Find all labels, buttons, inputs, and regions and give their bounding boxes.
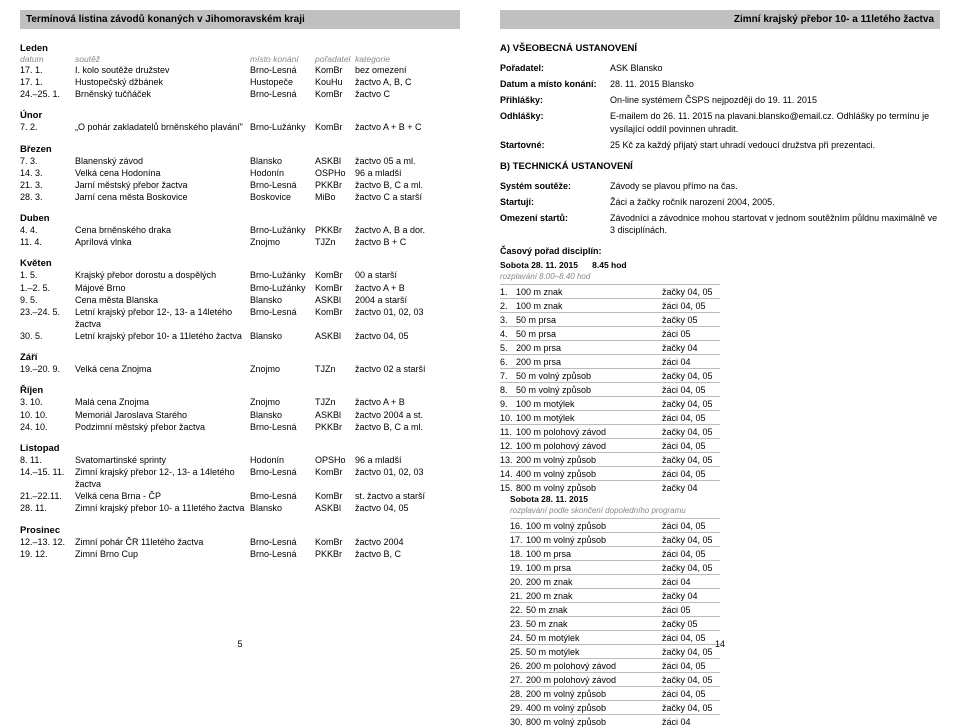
right-title: Zimní krajský přebor 10- a 11letého žact…	[500, 10, 940, 29]
column-headers: datumsoutěžmísto konánípořadatelkategori…	[20, 54, 460, 64]
discipline-row: 6.200 m prsažáci 04	[500, 354, 720, 368]
info-row: Startují:Žáci a žačky ročník narození 20…	[500, 196, 940, 208]
events-listing: Ledendatumsoutěžmísto konánípořadatelkat…	[20, 43, 460, 560]
discipline-row: 17.100 m volný způsobžačky 04, 05	[510, 532, 720, 546]
info-row: Odhlášky:E-mailem do 26. 11. 2015 na pla…	[500, 110, 940, 134]
event-row: 11. 4.Aprílová vlnkaZnojmoTJZnžactvo B +…	[20, 236, 460, 248]
discipline-row: 30.800 m volný způsobžáci 04	[510, 714, 720, 728]
event-row: 30. 5.Letní krajský přebor 10- a 11letéh…	[20, 330, 460, 342]
event-row: 14. 3.Velká cena HodonínaHodonínOSPHo96 …	[20, 167, 460, 179]
discipline-row: 23.50 m znakžačky 05	[510, 616, 720, 630]
section-a-title: A) VŠEOBECNÁ USTANOVENÍ	[500, 43, 940, 54]
discipline-row: 19.100 m prsažačky 04, 05	[510, 560, 720, 574]
discipline-row: 22.50 m znakžáci 05	[510, 602, 720, 616]
event-row: 24. 10.Podzimní městský přebor žactvaBrn…	[20, 421, 460, 433]
event-row: 23.–24. 5.Letní krajský přebor 12-, 13- …	[20, 306, 460, 330]
disciplines-left-col: Sobota 28. 11. 2015 8.45 hod rozplavání …	[500, 260, 720, 494]
info-row: Přihlášky:On-line systémem ČSPS nejpozdě…	[500, 94, 940, 106]
left-title: Termínová listina závodů konaných v Jiho…	[20, 10, 460, 29]
month-header: Březen	[20, 144, 460, 155]
month-header: Září	[20, 352, 460, 363]
event-row: 4. 4.Cena brněnského drakaBrno-LužánkyPK…	[20, 224, 460, 236]
discipline-row: 1.100 m znakžačky 04, 05	[500, 284, 720, 298]
discipline-row: 21.200 m znakžačky 04	[510, 588, 720, 602]
page-number-right: 14	[480, 639, 960, 649]
discipline-row: 18.100 m prsažáci 04, 05	[510, 546, 720, 560]
discipline-row: 20.200 m znakžáci 04	[510, 574, 720, 588]
disciplines-right-col: Sobota 28. 11. 2015 rozplavání podle sko…	[500, 494, 720, 728]
info-row: Datum a místo konání:28. 11. 2015 Blansk…	[500, 78, 940, 90]
discipline-row: 3.50 m prsažačky 05	[500, 312, 720, 326]
month-header: Říjen	[20, 385, 460, 396]
disc-left-time: 8.45 hod	[592, 260, 626, 270]
info-row: Pořadatel:ASK Blansko	[500, 62, 940, 74]
discipline-row: 26.200 m polohový závodžáci 04, 05	[510, 658, 720, 672]
disciplines-table: Sobota 28. 11. 2015 8.45 hod rozplavání …	[500, 260, 940, 728]
discipline-row: 27.200 m polohový závodžačky 04, 05	[510, 672, 720, 686]
disc-right-date: Sobota 28. 11. 2015	[510, 494, 588, 504]
month-header: Únor	[20, 110, 460, 121]
discipline-row: 28.200 m volný způsobžáci 04, 05	[510, 686, 720, 700]
technical-info: Systém soutěže:Závody se plavou přímo na…	[500, 180, 940, 237]
discipline-row: 29.400 m volný způsobžačky 04, 05	[510, 700, 720, 714]
event-row: 10. 10.Memoriál Jaroslava StaréhoBlansko…	[20, 409, 460, 421]
discipline-row: 15.800 m volný způsobžačky 04	[500, 480, 720, 494]
disc-left-sub: rozplavání 8.00–8.40 hod	[500, 272, 720, 281]
discipline-row: 10.100 m motýlekžáci 04, 05	[500, 410, 720, 424]
event-row: 17. 1.I. kolo soutěže družstevBrno-Lesná…	[20, 64, 460, 76]
month-header: Květen	[20, 258, 460, 269]
info-row: Omezení startů:Závodníci a závodnice moh…	[500, 212, 940, 236]
event-row: 21.–22.11.Velká cena Brna - ČPBrno-Lesná…	[20, 490, 460, 502]
discipline-row: 8.50 m volný způsobžáci 04, 05	[500, 382, 720, 396]
page-left: Termínová listina závodů konaných v Jiho…	[0, 0, 480, 655]
month-header: Leden	[20, 43, 460, 54]
discipline-row: 16.100 m volný způsobžáci 04, 05	[510, 518, 720, 532]
event-row: 14.–15. 11.Zimní krajský přebor 12-, 13-…	[20, 466, 460, 490]
event-row: 28. 3.Jarní cena města BoskoviceBoskovic…	[20, 191, 460, 203]
month-header: Duben	[20, 213, 460, 224]
event-row: 19.–20. 9.Velká cena ZnojmaZnojmoTJZnžac…	[20, 363, 460, 375]
disc-left-date: Sobota 28. 11. 2015	[500, 260, 578, 270]
disc-right-sub: rozplavání podle skončení dopoledního pr…	[510, 506, 720, 515]
event-row: 24.–25. 1.Brněnský tučňáčekBrno-LesnáKom…	[20, 88, 460, 100]
event-row: 19. 12.Zimní Brno CupBrno-LesnáPKKBržact…	[20, 548, 460, 560]
event-row: 7. 3.Blanenský závodBlanskoASKBlžactvo 0…	[20, 155, 460, 167]
general-info: Pořadatel:ASK Blansko Datum a místo konán…	[500, 62, 940, 151]
discipline-row: 5.200 m prsažačky 04	[500, 340, 720, 354]
disc-right-rows: 16.100 m volný způsobžáci 04, 0517.100 m…	[510, 518, 720, 728]
event-row: 17. 1.Hustopečský džbánekHustopečeKouHuž…	[20, 76, 460, 88]
event-row: 3. 10.Malá cena ZnojmaZnojmoTJZnžactvo A…	[20, 396, 460, 408]
discipline-row: 14.400 m volný způsobžáci 04, 05	[500, 466, 720, 480]
discipline-row: 13.200 m volný způsobžačky 04, 05	[500, 452, 720, 466]
discipline-row: 9.100 m motýlekžačky 04, 05	[500, 396, 720, 410]
page-number-left: 5	[0, 639, 480, 649]
event-row: 7. 2.„O pohár zakladatelů brněnského pla…	[20, 121, 460, 133]
month-header: Prosinec	[20, 525, 460, 536]
discipline-row: 12.100 m polohový závodžáci 04, 05	[500, 438, 720, 452]
discipline-row: 7.50 m volný způsobžačky 04, 05	[500, 368, 720, 382]
month-header: Listopad	[20, 443, 460, 454]
discipline-row: 4.50 m prsažáci 05	[500, 326, 720, 340]
section-b-title: B) TECHNICKÁ USTANOVENÍ	[500, 161, 940, 172]
event-row: 12.–13. 12.Zimní pohár ČR 11letého žactv…	[20, 536, 460, 548]
info-row: Systém soutěže:Závody se plavou přímo na…	[500, 180, 940, 192]
event-row: 8. 11.Svatomartinské sprintyHodonínOPSHo…	[20, 454, 460, 466]
info-row: Startovné:25 Kč za každý přijatý start u…	[500, 139, 940, 151]
page-right: Zimní krajský přebor 10- a 11letého žact…	[480, 0, 960, 655]
event-row: 1.–2. 5.Májové BrnoBrno-LužánkyKomBržact…	[20, 282, 460, 294]
event-row: 1. 5.Krajský přebor dorostu a dospělýchB…	[20, 269, 460, 281]
discipline-row: 2.100 m znakžáci 04, 05	[500, 298, 720, 312]
event-row: 28. 11.Zimní krajský přebor 10- a 11leté…	[20, 502, 460, 514]
discipline-row: 11.100 m polohový závodžačky 04, 05	[500, 424, 720, 438]
disciplines-header: Časový pořad disciplín:	[500, 246, 940, 256]
disc-left-rows: 1.100 m znakžačky 04, 052.100 m znakžáci…	[500, 284, 720, 494]
event-row: 21. 3.Jarní městský přebor žactvaBrno-Le…	[20, 179, 460, 191]
event-row: 9. 5.Cena města BlanskaBlanskoASKBl2004 …	[20, 294, 460, 306]
